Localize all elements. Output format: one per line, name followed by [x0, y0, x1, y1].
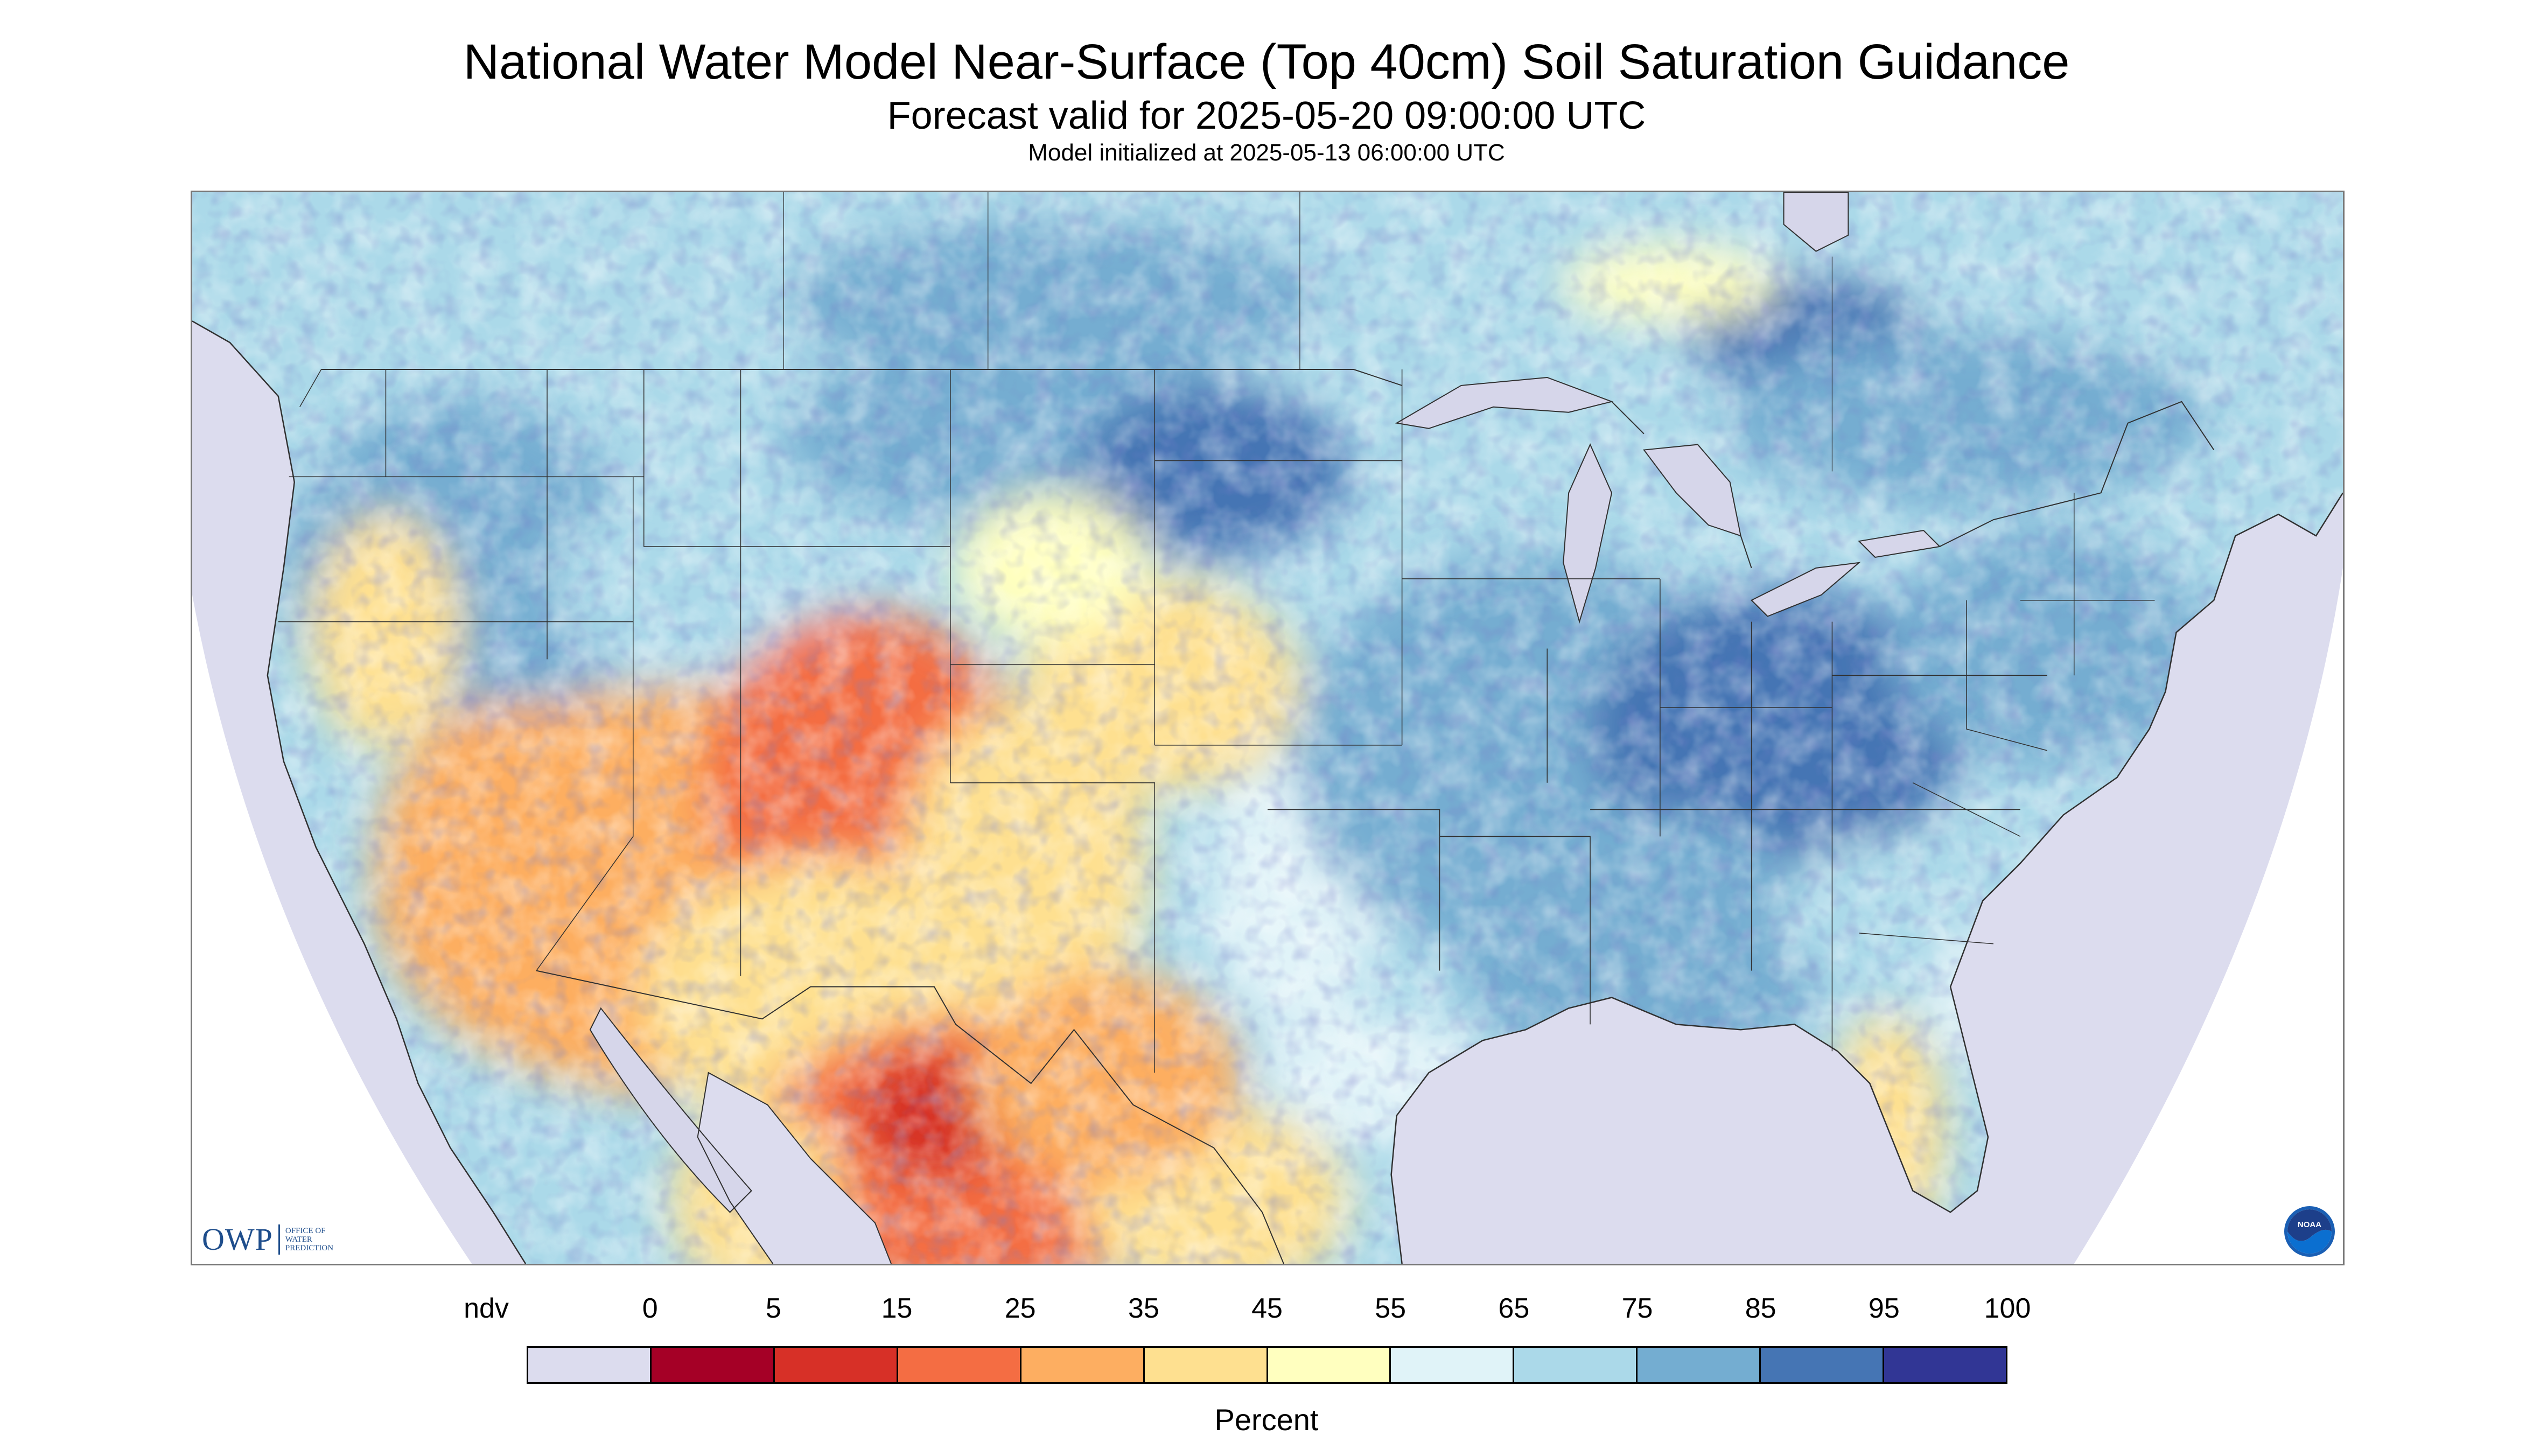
legend-tick-label: ndv — [464, 1293, 509, 1324]
legend-tick-label: 65 — [1498, 1293, 1530, 1324]
projection-edge-right — [2074, 568, 2343, 1264]
projection-edge-left — [192, 594, 472, 1264]
map-title: National Water Model Near-Surface (Top 4… — [463, 34, 2070, 89]
legend-swatch — [528, 1348, 652, 1382]
owp-logo: OWP OFFICE OF WATER PREDICTION — [202, 1222, 334, 1257]
legend-swatch — [774, 1348, 898, 1382]
map-panel: OWP OFFICE OF WATER PREDICTION NOAA — [191, 191, 2345, 1265]
legend-tick-label: 15 — [881, 1293, 913, 1324]
legend-swatch — [1391, 1348, 1515, 1382]
soil-saturation-map — [192, 192, 2343, 1264]
legend-color-bar — [527, 1346, 2007, 1384]
legend-swatch — [1638, 1348, 1761, 1382]
legend-tick-label: 35 — [1128, 1293, 1159, 1324]
lake-superior — [1395, 376, 1614, 429]
lake-michigan — [1563, 443, 1613, 624]
mexico-coastline — [697, 1072, 892, 1264]
atlantic-gulf-coastline — [1390, 492, 2343, 1264]
us-canada-border-east — [1611, 401, 2215, 569]
forecast-valid-subtitle: Forecast valid for 2025-05-20 09:00:00 U… — [887, 94, 1646, 137]
legend-swatch — [651, 1348, 775, 1382]
legend-tick-label: 45 — [1251, 1293, 1283, 1324]
gulf-of-california — [589, 1007, 752, 1213]
great-lakes — [1395, 192, 1941, 624]
legend-swatch — [1021, 1348, 1145, 1382]
legend-tick-label: 75 — [1621, 1293, 1653, 1324]
pacific-coastline — [192, 320, 527, 1264]
legend-tick-label: 95 — [1868, 1293, 1900, 1324]
legend-tick-label: 25 — [1004, 1293, 1036, 1324]
legend-tick-label: 0 — [642, 1293, 658, 1324]
legend-swatch — [1144, 1348, 1268, 1382]
legend-swatch — [1761, 1348, 1885, 1382]
color-legend: ndv 0 5 15 25 35 45 55 65 75 85 95 100 Percent — [0, 1292, 2533, 1454]
legend-swatch — [898, 1348, 1021, 1382]
legend-swatch — [1268, 1348, 1391, 1382]
political-borders — [278, 192, 2215, 1264]
lake-erie — [1750, 562, 1861, 617]
svg-text:NOAA: NOAA — [2298, 1220, 2321, 1229]
legend-tick-label: 85 — [1745, 1293, 1776, 1324]
land-surface — [192, 192, 2343, 1264]
state-borders — [278, 369, 2155, 1073]
legend-swatch — [1884, 1348, 2006, 1382]
noaa-logo-icon: NOAA — [2284, 1206, 2335, 1257]
model-initialized-subtitle: Model initialized at 2025-05-13 06:00:00… — [1028, 139, 1505, 166]
legend-units-label: Percent — [1214, 1403, 1319, 1437]
us-mexico-border — [536, 970, 1284, 1264]
canada-province-borders — [783, 192, 1833, 472]
legend-tick-label: 55 — [1375, 1293, 1407, 1324]
legend-tick-label: 100 — [1984, 1293, 2031, 1324]
hudson-bay — [1783, 192, 1849, 252]
legend-swatch — [1514, 1348, 1638, 1382]
legend-tick-label: 5 — [765, 1293, 781, 1324]
us-canada-border — [321, 369, 1402, 386]
